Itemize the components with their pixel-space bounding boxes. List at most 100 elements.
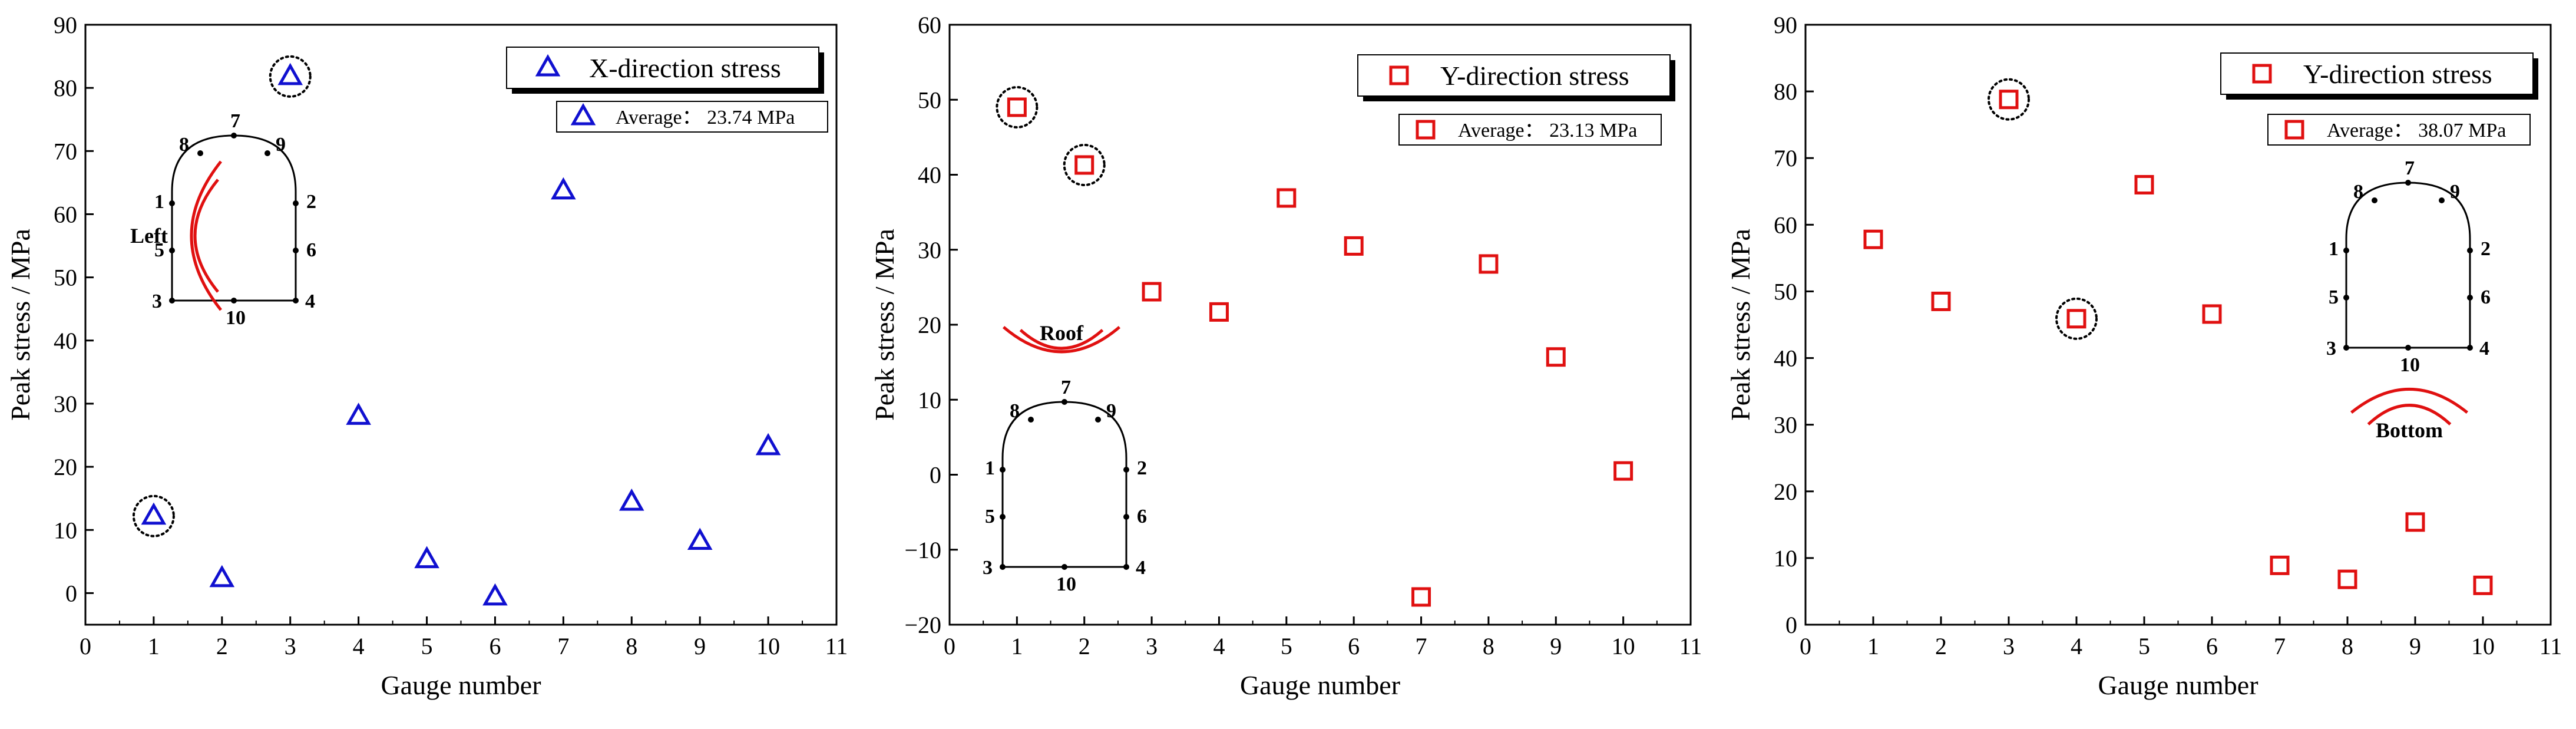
y-axis-title: Peak stress / MPa	[869, 229, 900, 421]
highlight-circle	[2055, 297, 2098, 340]
gauge-label: 1	[985, 457, 995, 479]
legend-box	[2220, 52, 2534, 95]
x-tick-label: 5	[421, 633, 433, 659]
gauge-label: 3	[2326, 338, 2336, 359]
gauge-label: 4	[305, 291, 315, 312]
location-arc	[2350, 387, 2468, 414]
gauge-label: 6	[306, 239, 316, 261]
x-axis-title: Gauge number	[2098, 670, 2258, 700]
data-point	[619, 489, 644, 511]
gauge-label: 8	[1010, 400, 1020, 422]
tunnel-outline	[171, 134, 297, 302]
x-tick-label: 5	[1281, 633, 1292, 659]
y-tick-label: 0	[930, 462, 941, 489]
gauge-label: 7	[230, 110, 240, 132]
x-tick-label: 1	[1011, 633, 1023, 659]
y-tick-label: 50	[1774, 278, 1797, 305]
y-tick-label: 50	[918, 87, 941, 113]
gauge-point	[293, 200, 299, 206]
location-label: Bottom	[2376, 418, 2443, 442]
gauge-label: 2	[1137, 457, 1147, 479]
gauge-label: 5	[2329, 286, 2339, 308]
gauge-label: 2	[2481, 238, 2491, 260]
average-marker	[2284, 120, 2304, 140]
x-tick-label: 6	[489, 633, 501, 659]
y-tick-label: 40	[918, 162, 941, 189]
average-marker	[570, 103, 596, 126]
y-tick-label: 20	[918, 312, 941, 338]
gauge-point	[2405, 345, 2411, 351]
highlight-circle	[996, 85, 1039, 128]
y-tick-label: −10	[904, 537, 941, 563]
gauge-label: 1	[154, 191, 164, 213]
legend-marker	[2252, 64, 2272, 84]
location-label: Roof	[1040, 321, 1084, 345]
x-tick-label: 1	[1867, 633, 1879, 659]
gauge-label: 2	[306, 191, 316, 213]
x-tick-label: 4	[2071, 633, 2082, 659]
data-point	[414, 546, 439, 569]
gauge-label: 8	[179, 134, 189, 156]
legend-label: X-direction stress	[589, 53, 781, 83]
data-point	[2202, 304, 2222, 324]
y-tick-label: 80	[54, 75, 77, 101]
data-point	[1411, 587, 1431, 607]
legend-marker	[535, 54, 561, 77]
y-tick-label: 90	[1774, 12, 1797, 38]
y-tick-label: 60	[918, 12, 941, 38]
chart-panel-2: 0 1 2 3 4 5 6 7 8 9 10 11 −20 −10 0 10 20 30 40 50 60 Gauge n…	[869, 12, 1702, 700]
gauge-label: 6	[2481, 286, 2491, 308]
x-tick-label: 2	[1935, 633, 1947, 659]
data-point	[1999, 90, 2019, 110]
y-tick-label: 30	[54, 391, 77, 417]
y-tick-label: 0	[1785, 612, 1797, 638]
data-point	[755, 433, 781, 456]
x-tick-label: 6	[1348, 633, 1360, 659]
gauge-point	[264, 150, 270, 156]
gauge-label: 10	[226, 307, 246, 329]
data-point	[346, 403, 371, 425]
y-tick-label: 20	[1774, 479, 1797, 505]
gauge-label: 9	[1106, 400, 1116, 422]
location-arc	[1002, 326, 1121, 354]
x-axis-title: Gauge number	[1240, 670, 1400, 700]
legend-box	[1357, 54, 1671, 97]
y-tick-label: 60	[1774, 212, 1797, 238]
legend-label: Y-direction stress	[2303, 59, 2492, 89]
y-tick-label: 70	[1774, 145, 1797, 171]
x-tick-label: 0	[944, 633, 955, 659]
x-tick-label: 7	[2274, 633, 2286, 659]
x-tick-label: 4	[353, 633, 365, 659]
tunnel-outline	[2345, 182, 2471, 349]
legend-marker	[1389, 65, 1409, 85]
data-point	[2473, 575, 2493, 595]
gauge-point	[1028, 417, 1034, 423]
x-axis-title: Gauge number	[381, 670, 541, 700]
data-point	[482, 583, 508, 606]
gauge-point	[1000, 467, 1006, 473]
y-tick-label: 70	[54, 138, 77, 164]
average-box	[1398, 114, 1662, 146]
gauge-point	[1000, 564, 1006, 570]
highlight-circle	[1988, 78, 2030, 121]
gauge-label: 1	[2329, 238, 2339, 260]
x-tick-label: 11	[1679, 633, 1702, 659]
gauge-point	[1000, 514, 1006, 520]
x-tick-label: 1	[148, 633, 160, 659]
gauge-point	[1062, 564, 1067, 570]
x-tick-label: 9	[2409, 633, 2421, 659]
y-tick-label: 90	[54, 12, 77, 38]
gauge-point	[169, 248, 175, 253]
average-marker	[1416, 120, 1436, 140]
tunnel-outline	[1001, 401, 1127, 568]
gauge-point	[2405, 180, 2411, 186]
location-label: Left	[130, 224, 168, 248]
gauge-label: 9	[2450, 181, 2460, 203]
y-tick-label: 80	[1774, 78, 1797, 105]
x-tick-label: 10	[1612, 633, 1635, 659]
highlight-circle	[269, 55, 312, 98]
gauge-point	[2343, 248, 2349, 253]
y-tick-label: 10	[1774, 545, 1797, 572]
